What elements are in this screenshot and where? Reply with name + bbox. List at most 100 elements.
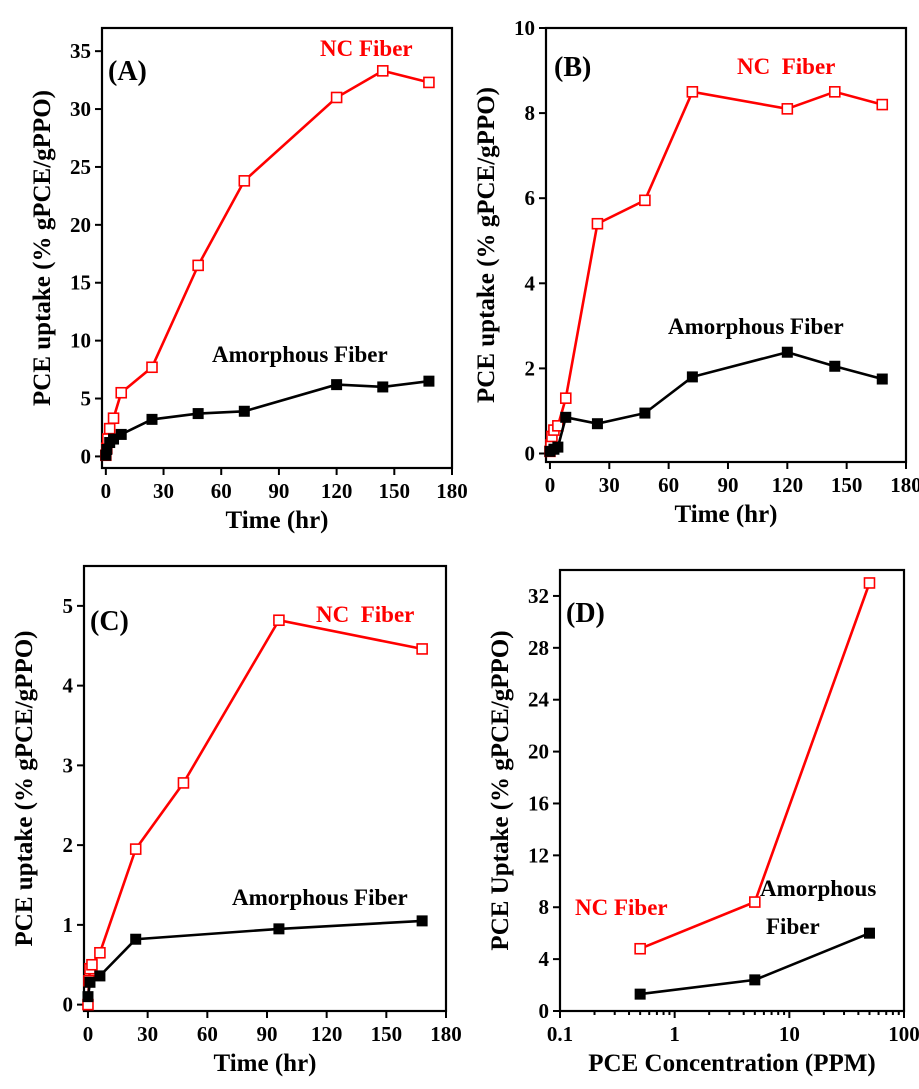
data-point: [103, 422, 116, 435]
data-point: [130, 933, 142, 945]
series-label: Fiber: [766, 914, 820, 939]
x-axis-title: Time (hr): [675, 501, 778, 528]
data-point: [273, 614, 285, 627]
x-tick-label: 30: [153, 479, 174, 503]
data-point: [192, 259, 204, 272]
panel-b: 0 30 60 90 120 150 180 0 2 4 6 8 10 Time (hr) PCE upta…: [473, 16, 919, 528]
y-axis-title: PCE uptake (% gPCE/gPPO): [29, 90, 56, 406]
y-tick-label: 10: [70, 329, 91, 353]
data-point: [686, 86, 699, 98]
series-label: Amorphous: [760, 876, 876, 901]
y-tick-label: 5: [81, 387, 92, 411]
data-point: [749, 896, 761, 908]
series-nc-fiber: [100, 65, 435, 462]
data-point: [829, 360, 841, 372]
y-tick-label: 0: [81, 444, 92, 468]
axes-frame: [100, 26, 454, 470]
x-axis-title: Time (hr): [226, 507, 329, 534]
data-point: [238, 175, 251, 187]
data-point: [863, 577, 876, 589]
series-label: Amorphous Fiber: [232, 885, 408, 910]
y-tick-label: 8: [539, 895, 550, 919]
series-line: [86, 919, 423, 997]
data-point: [559, 392, 572, 404]
y-tick-label: 5: [63, 594, 74, 618]
panel-label: (C): [90, 606, 129, 637]
panel-c: 0 30 60 90 120 150 180 0 1 2 3 4 5 Time (hr) PCE uptak…: [11, 564, 462, 1077]
data-point: [416, 643, 428, 655]
y-tick-label: 20: [528, 740, 549, 764]
x-tick-label: 120: [772, 473, 804, 497]
series-amorphous-fiber: [544, 346, 888, 457]
x-tick-label: 120: [311, 1022, 343, 1046]
data-point: [423, 76, 435, 89]
data-point: [273, 923, 285, 935]
data-point: [634, 988, 646, 1000]
y-axis-title: PCE Uptake (% gPCE/gPPO): [487, 630, 514, 950]
x-tick-label: 60: [658, 473, 679, 497]
data-point: [94, 970, 106, 982]
data-point: [634, 942, 646, 955]
data-point: [781, 346, 793, 358]
x-tick-label: 1: [669, 1022, 680, 1046]
y-tick-label: 20: [70, 213, 91, 237]
x-tick-label: 90: [256, 1022, 277, 1046]
panel-label: (A): [108, 56, 147, 87]
panel-a: 0 30 60 90 120 150 180 0 5 10 15 20 25 30 35 Time (hr) P…: [29, 26, 468, 534]
panel-d: 0.1 1 10 100 0 4 8 12 16 20 24 28 32 PCE Concentratio…: [487, 568, 919, 1077]
x-tick-label: 60: [197, 1022, 218, 1046]
x-tick-label: 60: [211, 479, 232, 503]
data-point: [238, 405, 250, 417]
series-amorphous-fiber: [100, 375, 435, 461]
x-axis-title: Time (hr): [214, 1050, 317, 1077]
x-tick-label: 30: [137, 1022, 158, 1046]
data-point: [115, 428, 127, 440]
data-point: [423, 375, 435, 387]
series-label: NC Fiber: [320, 36, 413, 61]
panel-label: (D): [566, 598, 605, 629]
y-tick-label: 8: [525, 101, 536, 125]
panel-label: (B): [554, 52, 591, 83]
data-point: [376, 65, 389, 77]
data-point: [591, 418, 603, 430]
series-nc-fiber: [544, 86, 889, 458]
data-point: [330, 91, 343, 104]
x-tick-label: 180: [430, 1022, 462, 1046]
x-tick-label: 120: [321, 479, 353, 503]
y-tick-label: 1: [63, 913, 74, 937]
x-tick-label: 150: [379, 479, 411, 503]
y-tick-label: 35: [70, 39, 91, 63]
data-point: [86, 958, 98, 971]
data-point: [129, 843, 142, 855]
y-tick-label: 32: [528, 584, 549, 608]
data-point: [686, 371, 698, 383]
data-point: [82, 991, 94, 1003]
y-tick-label: 2: [525, 356, 536, 380]
data-point: [552, 441, 564, 453]
data-point: [560, 411, 572, 423]
series-label: NC Fiber: [316, 602, 414, 627]
y-tick-label: 2: [63, 833, 74, 857]
data-point: [177, 777, 190, 789]
axes-frame: [544, 26, 908, 464]
series-label: NC Fiber: [575, 895, 668, 920]
y-tick-label: 16: [528, 791, 549, 815]
x-tick-label: 30: [599, 473, 620, 497]
axes-frame: [558, 568, 906, 1013]
data-point: [94, 946, 106, 959]
y-tick-label: 0: [63, 993, 74, 1017]
data-point: [331, 379, 343, 391]
y-axis-title: PCE uptake (% gPCE/gPPO): [473, 87, 500, 403]
x-tick-label: 180: [890, 473, 919, 497]
data-point: [416, 915, 428, 927]
x-tick-label: 0: [83, 1022, 94, 1046]
y-axis-title: PCE uptake (% gPCE/gPPO): [11, 631, 38, 947]
data-point: [591, 217, 604, 230]
series-label: NC Fiber: [737, 54, 835, 79]
y-tick-label: 30: [70, 97, 91, 121]
data-point: [876, 98, 889, 111]
data-point: [146, 413, 158, 425]
y-tick-label: 25: [70, 155, 91, 179]
data-point: [639, 407, 651, 419]
